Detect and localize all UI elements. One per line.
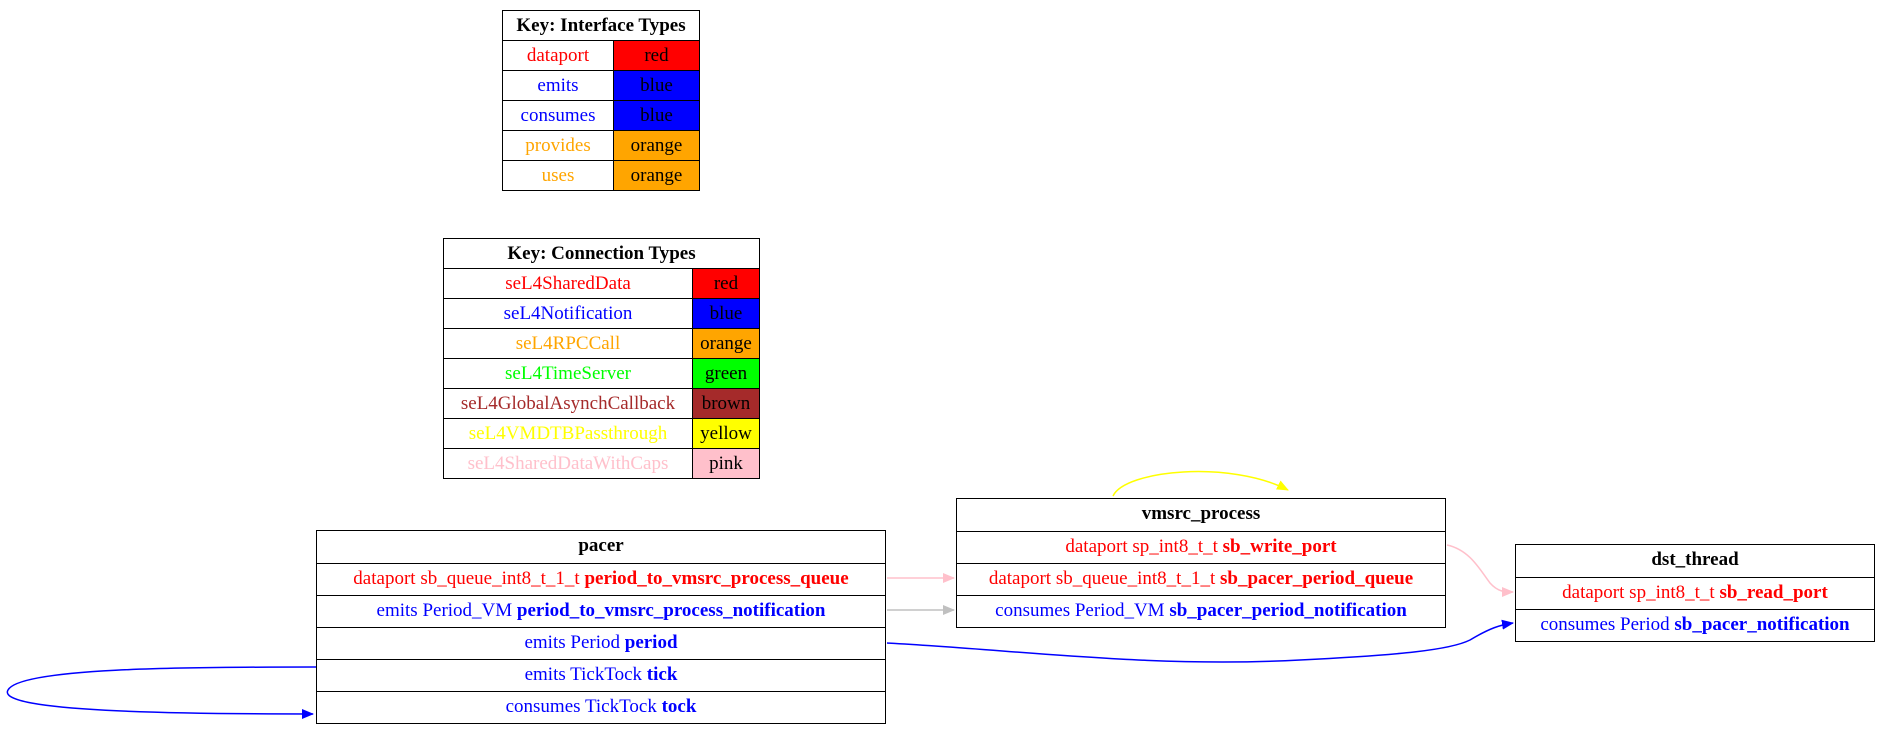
interface-key-swatch: orange xyxy=(613,130,700,161)
connection-key-swatch: orange xyxy=(692,328,760,359)
port-name: tock xyxy=(661,696,697,717)
interface-key-swatch: red xyxy=(613,40,700,71)
port-name: sb_pacer_period_queue xyxy=(1219,568,1414,589)
connection-key-swatch: green xyxy=(692,358,760,389)
connection-types-key: Key: Connection Types seL4SharedData red… xyxy=(443,238,760,479)
port-type: sb_queue_int8_t_1_t xyxy=(1055,568,1216,589)
connection-key-name: seL4VMDTBPassthrough xyxy=(443,418,693,449)
port-kind: dataport xyxy=(1065,536,1128,557)
interface-key-name: provides xyxy=(502,130,614,161)
edge-period-to-sb-pacer-notification xyxy=(886,619,1514,663)
port-sb-read-port: dataport sp_int8_t_t sb_read_port xyxy=(1516,577,1874,609)
port-kind: emits xyxy=(376,600,418,621)
port-type: sp_int8_t_t xyxy=(1132,536,1218,557)
connection-key-name: seL4TimeServer xyxy=(443,358,693,389)
port-sb-pacer-period-queue: dataport sb_queue_int8_t_1_t sb_pacer_pe… xyxy=(957,563,1445,595)
interface-types-key: Key: Interface Types dataport red emits … xyxy=(502,10,700,191)
port-name: sb_read_port xyxy=(1719,582,1828,603)
connection-key-swatch: red xyxy=(692,268,760,299)
interface-key-swatch: blue xyxy=(613,70,700,101)
component-title: vmsrc_process xyxy=(1141,503,1261,524)
component-title: dst_thread xyxy=(1651,549,1739,570)
port-name: period xyxy=(624,632,678,653)
port-kind: consumes xyxy=(505,696,581,717)
port-type: sb_queue_int8_t_1_t xyxy=(420,568,580,589)
port-tock: consumes TickTock tock xyxy=(317,691,885,723)
connection-key-name: seL4SharedData xyxy=(443,268,693,299)
port-kind: emits xyxy=(524,632,566,653)
component-dst-thread: dst_thread dataport sp_int8_t_t sb_read_… xyxy=(1515,544,1875,642)
port-kind: consumes xyxy=(995,600,1071,621)
port-kind: dataport xyxy=(988,568,1052,589)
port-period-to-vmsrc-process-notification: emits Period_VM period_to_vmsrc_process_… xyxy=(317,595,885,627)
interface-key-name: uses xyxy=(502,160,614,191)
port-name: sb_pacer_period_notification xyxy=(1169,600,1407,621)
connection-key-swatch: pink xyxy=(692,448,760,479)
port-period-to-vmsrc-process-queue: dataport sb_queue_int8_t_1_t period_to_v… xyxy=(317,563,885,595)
connection-key-title: Key: Connection Types xyxy=(443,238,760,269)
connection-key-name: seL4GlobalAsynchCallback xyxy=(443,388,693,419)
connection-key-swatch: yellow xyxy=(692,418,760,449)
port-type: Period xyxy=(570,632,620,653)
interface-key-swatch: orange xyxy=(613,160,700,191)
port-type: sp_int8_t_t xyxy=(1629,582,1715,603)
port-type: TickTock xyxy=(570,664,643,685)
component-vmsrc-process: vmsrc_process dataport sp_int8_t_t sb_wr… xyxy=(956,498,1446,628)
port-kind: dataport xyxy=(353,568,416,589)
port-name: period_to_vmsrc_process_notification xyxy=(516,600,826,621)
component-title: pacer xyxy=(578,535,624,556)
port-sb-pacer-period-notification: consumes Period_VM sb_pacer_period_notif… xyxy=(957,595,1445,627)
port-sb-write-port: dataport sp_int8_t_t sb_write_port xyxy=(957,531,1445,563)
port-period: emits Period period xyxy=(317,627,885,659)
connection-key-name: seL4SharedDataWithCaps xyxy=(443,448,693,479)
port-kind: consumes xyxy=(1540,614,1616,635)
connection-key-name: seL4Notification xyxy=(443,298,693,329)
port-type: Period_VM xyxy=(1074,600,1165,621)
component-pacer: pacer dataport sb_queue_int8_t_1_t perio… xyxy=(316,530,886,724)
port-type: Period_VM xyxy=(422,600,513,621)
connection-key-swatch: blue xyxy=(692,298,760,329)
port-type: Period xyxy=(1620,614,1670,635)
port-type: TickTock xyxy=(584,696,657,717)
edge-tick-to-tock xyxy=(6,666,317,719)
interface-key-swatch: blue xyxy=(613,100,700,131)
port-kind: emits xyxy=(524,664,566,685)
port-tick: emits TickTock tick xyxy=(317,659,885,691)
edge-write-port-to-read-port xyxy=(1446,544,1514,597)
port-name: period_to_vmsrc_process_queue xyxy=(584,568,849,589)
port-name: sb_pacer_notification xyxy=(1674,614,1850,635)
port-sb-pacer-notification: consumes Period sb_pacer_notification xyxy=(1516,609,1874,641)
port-name: sb_write_port xyxy=(1222,536,1337,557)
port-kind: dataport xyxy=(1562,582,1625,603)
connection-key-swatch: brown xyxy=(692,388,760,419)
edge-vmsrc-self-loop xyxy=(1112,470,1289,497)
port-name: tick xyxy=(646,664,678,685)
